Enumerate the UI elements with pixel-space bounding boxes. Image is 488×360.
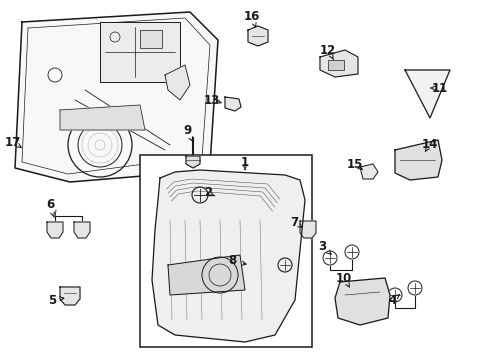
Polygon shape (404, 70, 449, 118)
Text: 12: 12 (319, 44, 335, 57)
Bar (140, 155, 311, 347)
Text: 13: 13 (203, 94, 220, 107)
Text: 7: 7 (289, 216, 298, 229)
Polygon shape (185, 156, 200, 168)
Text: 1: 1 (241, 156, 248, 168)
Polygon shape (15, 12, 218, 182)
Polygon shape (47, 222, 63, 238)
Bar (140, 30, 162, 48)
Polygon shape (334, 278, 389, 325)
Polygon shape (247, 26, 267, 46)
Polygon shape (168, 255, 244, 295)
Text: 2: 2 (203, 186, 212, 199)
Polygon shape (60, 287, 80, 305)
Polygon shape (299, 221, 315, 238)
Polygon shape (152, 170, 305, 342)
Polygon shape (74, 222, 90, 238)
Bar (327, 60, 343, 70)
Text: 11: 11 (431, 81, 447, 94)
Polygon shape (359, 164, 377, 179)
Polygon shape (319, 50, 357, 77)
Text: 5: 5 (48, 293, 56, 306)
Polygon shape (60, 105, 145, 130)
Text: 3: 3 (317, 239, 325, 252)
Text: 16: 16 (244, 10, 260, 23)
Polygon shape (224, 97, 241, 111)
Text: 15: 15 (346, 158, 363, 171)
Text: 9: 9 (183, 123, 191, 136)
Bar (100, 22, 180, 82)
Text: 14: 14 (421, 138, 437, 150)
Text: 6: 6 (46, 198, 54, 211)
Text: 10: 10 (335, 271, 351, 284)
Text: 8: 8 (227, 255, 236, 267)
Text: 4: 4 (388, 293, 396, 306)
Polygon shape (394, 140, 441, 180)
Text: 17: 17 (5, 135, 21, 148)
Polygon shape (164, 65, 190, 100)
